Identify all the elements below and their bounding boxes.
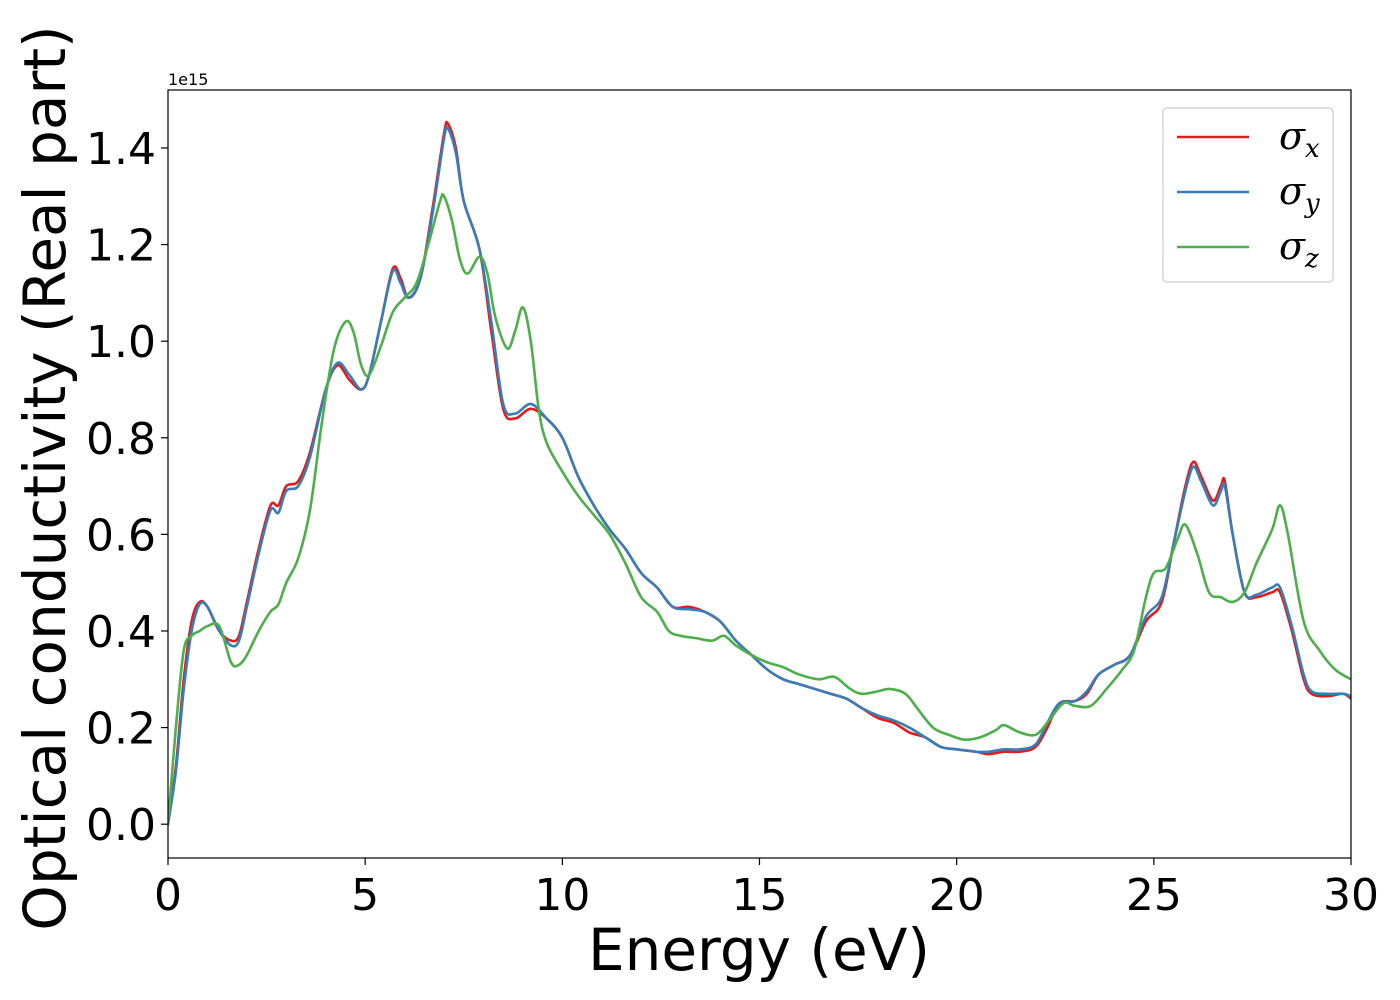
series-line-z <box>168 192 1351 826</box>
legend-label-y: σy <box>1279 169 1320 219</box>
x-axis-label: Energy (eV) <box>588 916 930 984</box>
y-tick-label: 0.8 <box>86 414 156 465</box>
x-tick-label: 20 <box>929 870 985 921</box>
y-tick-label: 0.2 <box>86 704 156 755</box>
y-tick-label: 1.2 <box>86 221 156 272</box>
series-layer <box>168 120 1351 826</box>
x-tick-label: 10 <box>534 870 590 921</box>
y-tick-label: 0.6 <box>86 510 156 561</box>
y-tick-label: 0.0 <box>86 800 156 851</box>
y-tick-label: 0.4 <box>86 607 156 658</box>
y-axis-label: Optical conductivity (Real part) <box>11 25 79 930</box>
ticks-layer: 0 5 10 15 20 25 30 0.0 0.2 0.4 0.6 0.8 1.0 1.2 1.4 <box>86 124 1379 921</box>
x-tick-label: 15 <box>732 870 788 921</box>
x-tick-label: 30 <box>1323 870 1379 921</box>
x-tick-label: 0 <box>154 870 182 921</box>
y-offset-label: 1e15 <box>168 70 208 89</box>
y-tick-label: 1.0 <box>86 317 156 368</box>
legend-label-z: σz <box>1279 224 1319 274</box>
legend-label-x: σx <box>1279 114 1320 164</box>
legend-frame <box>1162 107 1334 283</box>
y-tick-label: 1.4 <box>86 124 156 175</box>
x-tick-label: 5 <box>351 870 379 921</box>
series-line-y <box>168 125 1351 826</box>
x-tick-label: 25 <box>1126 870 1182 921</box>
